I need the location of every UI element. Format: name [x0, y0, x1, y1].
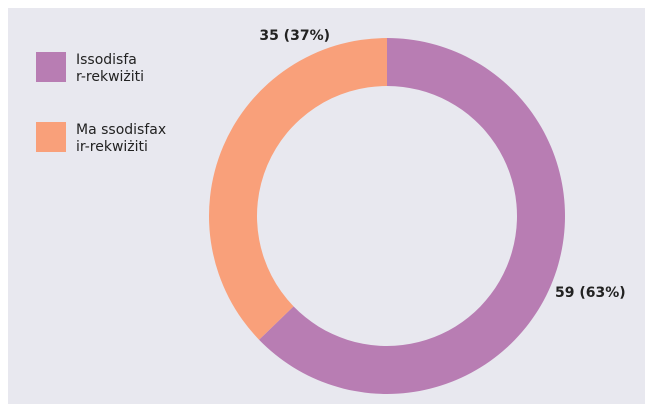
legend-label: Ma ssodisfax ir-rekwiżiti	[76, 122, 167, 155]
data-label: 35 (37%)	[259, 28, 330, 44]
donut-slice	[259, 38, 565, 394]
donut-slice	[208, 38, 387, 340]
data-label: 59 (63%)	[555, 285, 626, 301]
legend-item: Ma ssodisfax ir-rekwiżiti	[36, 122, 170, 156]
legend-item: Issodisfa r-rekwiżiti	[36, 52, 148, 86]
legend-swatch	[36, 52, 66, 82]
legend-label: Issodisfa r-rekwiżiti	[76, 52, 145, 85]
legend-swatch	[36, 122, 66, 152]
